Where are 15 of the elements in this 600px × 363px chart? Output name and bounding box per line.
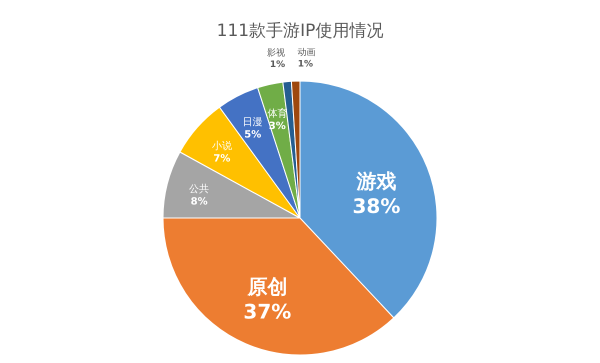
data-label: 1% bbox=[298, 59, 313, 70]
slice-label: 原创 bbox=[246, 274, 288, 298]
data-label: 7% bbox=[213, 154, 230, 165]
slice-label: 动画 bbox=[298, 47, 316, 58]
slice-label: 游戏 bbox=[355, 168, 396, 193]
slice-label: 日漫 bbox=[242, 116, 263, 128]
slice-label: 公共 bbox=[189, 183, 210, 196]
data-label: 38% bbox=[352, 194, 400, 218]
data-label: 1% bbox=[270, 60, 286, 70]
data-label: 8% bbox=[190, 196, 208, 208]
slice-label: 影视 bbox=[267, 48, 286, 59]
data-label: 37% bbox=[243, 299, 292, 324]
data-label: 5% bbox=[244, 130, 262, 141]
slice-label: 小说 bbox=[212, 140, 232, 152]
chart-title: 111款手游IP使用情况 bbox=[216, 21, 384, 41]
